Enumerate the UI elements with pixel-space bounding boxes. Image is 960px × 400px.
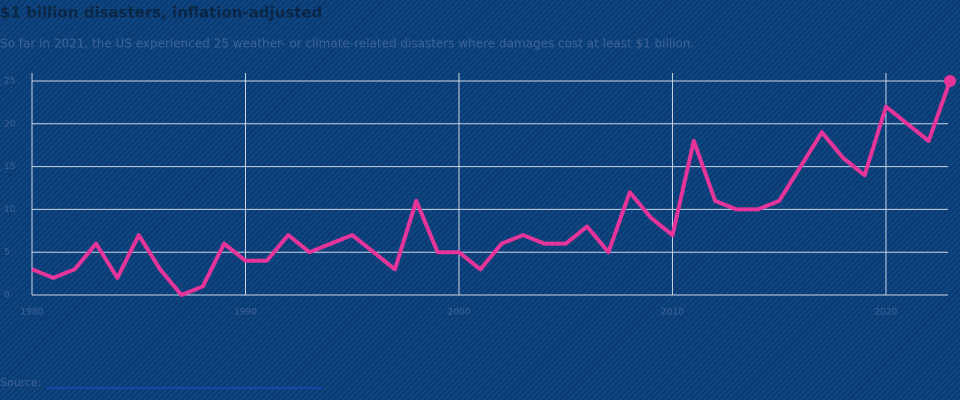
source: Source: [0,376,42,389]
y-tick-label: 0 [4,291,10,301]
y-tick-label: 5 [4,248,10,258]
y-tick-label: 15 [4,162,15,172]
x-tick-label: 2010 [661,308,684,318]
y-tick-label: 10 [4,205,16,215]
x-tick-label: 2000 [448,308,471,318]
chart-subtitle: So far in 2021, the US experienced 25 we… [0,37,694,51]
x-tick-label: 1990 [234,308,257,318]
y-tick-label: 25 [4,77,15,87]
y-tick-label: 20 [4,119,16,129]
data-line [31,80,952,297]
end-marker [944,75,956,87]
x-tick-label: 1980 [21,308,44,318]
x-tick-label: 2020 [875,308,898,318]
chart-title: $1 billion disasters, inflation-adjusted [0,4,322,22]
